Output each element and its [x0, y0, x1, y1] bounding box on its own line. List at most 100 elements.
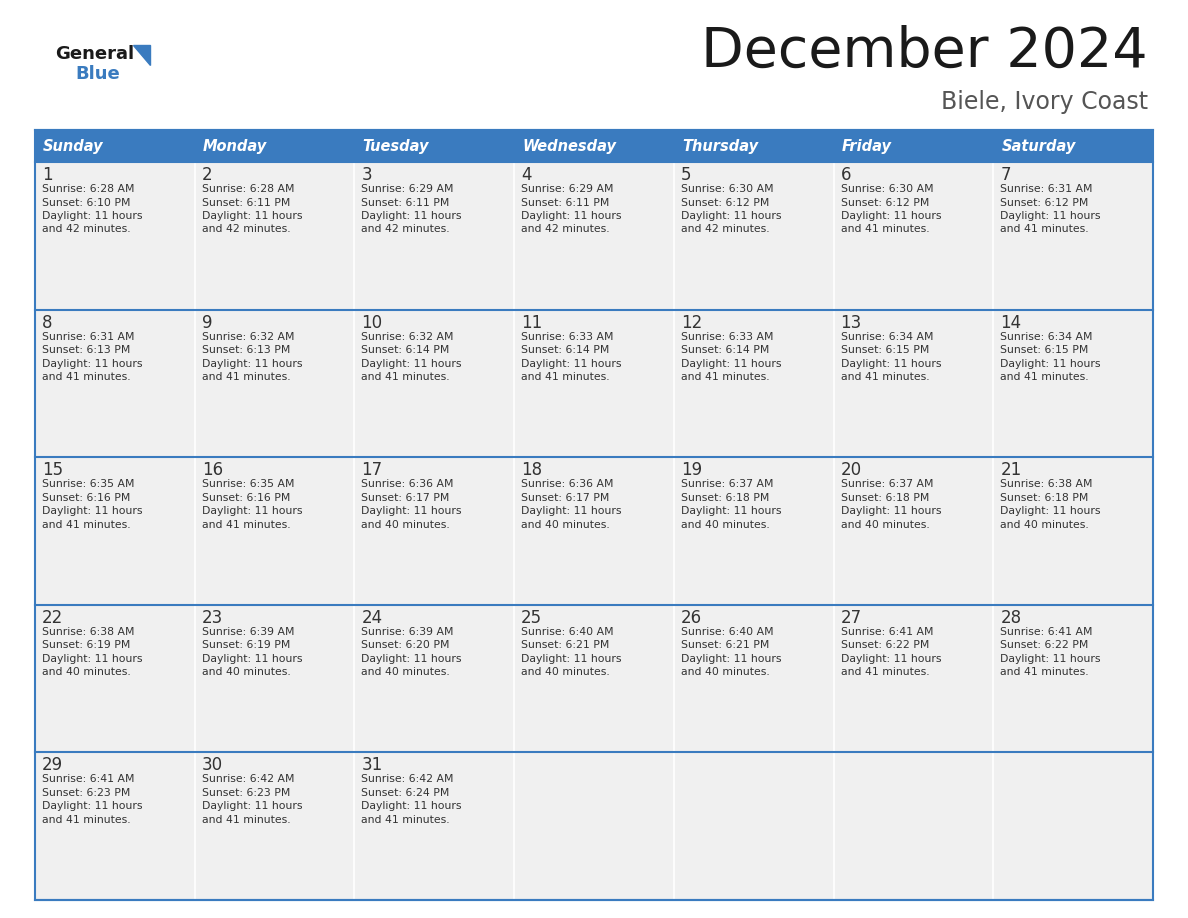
- Text: 8: 8: [42, 314, 52, 331]
- Text: Sunrise: 6:28 AM: Sunrise: 6:28 AM: [42, 184, 134, 194]
- Text: Daylight: 11 hours: Daylight: 11 hours: [522, 506, 621, 516]
- Bar: [354, 605, 514, 753]
- Text: Sunrise: 6:30 AM: Sunrise: 6:30 AM: [841, 184, 934, 194]
- Text: Sunrise: 6:39 AM: Sunrise: 6:39 AM: [202, 627, 295, 637]
- Text: and 41 minutes.: and 41 minutes.: [841, 225, 929, 234]
- Bar: [195, 457, 354, 605]
- Bar: [354, 753, 514, 900]
- Text: Sunset: 6:12 PM: Sunset: 6:12 PM: [1000, 197, 1088, 207]
- Text: and 41 minutes.: and 41 minutes.: [1000, 372, 1089, 382]
- Text: 16: 16: [202, 461, 223, 479]
- Text: Sunrise: 6:30 AM: Sunrise: 6:30 AM: [681, 184, 773, 194]
- Text: Tuesday: Tuesday: [362, 139, 429, 153]
- Text: Sunset: 6:17 PM: Sunset: 6:17 PM: [522, 493, 609, 503]
- Text: and 40 minutes.: and 40 minutes.: [841, 520, 929, 530]
- Text: Daylight: 11 hours: Daylight: 11 hours: [841, 506, 941, 516]
- Bar: [195, 130, 354, 162]
- Bar: [834, 457, 993, 605]
- Text: Sunset: 6:21 PM: Sunset: 6:21 PM: [522, 640, 609, 650]
- Text: Sunset: 6:11 PM: Sunset: 6:11 PM: [361, 197, 450, 207]
- Text: Daylight: 11 hours: Daylight: 11 hours: [681, 359, 782, 369]
- Text: Sunset: 6:23 PM: Sunset: 6:23 PM: [42, 788, 131, 798]
- Bar: [34, 162, 195, 309]
- Text: Sunset: 6:11 PM: Sunset: 6:11 PM: [202, 197, 290, 207]
- Bar: [514, 162, 674, 309]
- Text: and 41 minutes.: and 41 minutes.: [42, 372, 131, 382]
- Text: Sunset: 6:10 PM: Sunset: 6:10 PM: [42, 197, 131, 207]
- Text: Sunset: 6:13 PM: Sunset: 6:13 PM: [42, 345, 131, 355]
- Text: 21: 21: [1000, 461, 1022, 479]
- Text: 20: 20: [841, 461, 861, 479]
- Text: Sunrise: 6:35 AM: Sunrise: 6:35 AM: [42, 479, 134, 489]
- Text: Daylight: 11 hours: Daylight: 11 hours: [681, 506, 782, 516]
- Bar: [674, 309, 834, 457]
- Text: 15: 15: [42, 461, 63, 479]
- Text: 7: 7: [1000, 166, 1011, 184]
- Text: Sunset: 6:16 PM: Sunset: 6:16 PM: [42, 493, 131, 503]
- Text: Sunset: 6:14 PM: Sunset: 6:14 PM: [522, 345, 609, 355]
- Bar: [514, 605, 674, 753]
- Bar: [354, 457, 514, 605]
- Text: Saturday: Saturday: [1001, 139, 1075, 153]
- Text: Thursday: Thursday: [682, 139, 758, 153]
- Text: General: General: [55, 45, 134, 63]
- Text: Sunrise: 6:38 AM: Sunrise: 6:38 AM: [1000, 479, 1093, 489]
- Text: and 41 minutes.: and 41 minutes.: [841, 372, 929, 382]
- Bar: [674, 605, 834, 753]
- Text: Daylight: 11 hours: Daylight: 11 hours: [522, 654, 621, 664]
- Text: 11: 11: [522, 314, 543, 331]
- Text: 18: 18: [522, 461, 542, 479]
- Text: Daylight: 11 hours: Daylight: 11 hours: [841, 359, 941, 369]
- Text: 14: 14: [1000, 314, 1022, 331]
- Bar: [993, 309, 1154, 457]
- Text: Sunset: 6:18 PM: Sunset: 6:18 PM: [841, 493, 929, 503]
- Text: Sunrise: 6:28 AM: Sunrise: 6:28 AM: [202, 184, 295, 194]
- Text: 1: 1: [42, 166, 52, 184]
- Bar: [514, 753, 674, 900]
- Text: and 40 minutes.: and 40 minutes.: [681, 520, 770, 530]
- Text: and 42 minutes.: and 42 minutes.: [681, 225, 770, 234]
- Text: Sunset: 6:15 PM: Sunset: 6:15 PM: [841, 345, 929, 355]
- Text: Sunset: 6:18 PM: Sunset: 6:18 PM: [681, 493, 770, 503]
- Bar: [34, 130, 1154, 900]
- Bar: [834, 605, 993, 753]
- Text: Sunrise: 6:36 AM: Sunrise: 6:36 AM: [361, 479, 454, 489]
- Bar: [34, 457, 195, 605]
- Text: Monday: Monday: [203, 139, 267, 153]
- Bar: [993, 457, 1154, 605]
- Text: 5: 5: [681, 166, 691, 184]
- Text: Sunrise: 6:40 AM: Sunrise: 6:40 AM: [522, 627, 614, 637]
- Text: 19: 19: [681, 461, 702, 479]
- Bar: [195, 162, 354, 309]
- Text: Sunrise: 6:41 AM: Sunrise: 6:41 AM: [42, 775, 134, 784]
- Text: 26: 26: [681, 609, 702, 627]
- Text: Sunrise: 6:34 AM: Sunrise: 6:34 AM: [1000, 331, 1093, 341]
- Text: Daylight: 11 hours: Daylight: 11 hours: [841, 654, 941, 664]
- Text: and 42 minutes.: and 42 minutes.: [522, 225, 609, 234]
- Text: Daylight: 11 hours: Daylight: 11 hours: [1000, 211, 1101, 221]
- Text: Sunrise: 6:37 AM: Sunrise: 6:37 AM: [841, 479, 933, 489]
- Text: Blue: Blue: [75, 65, 120, 83]
- Bar: [993, 162, 1154, 309]
- Text: Sunrise: 6:42 AM: Sunrise: 6:42 AM: [202, 775, 295, 784]
- Text: and 41 minutes.: and 41 minutes.: [42, 520, 131, 530]
- Text: and 40 minutes.: and 40 minutes.: [202, 667, 290, 677]
- Text: Daylight: 11 hours: Daylight: 11 hours: [361, 654, 462, 664]
- Text: and 40 minutes.: and 40 minutes.: [522, 667, 609, 677]
- Text: Sunrise: 6:29 AM: Sunrise: 6:29 AM: [522, 184, 614, 194]
- Text: and 42 minutes.: and 42 minutes.: [361, 225, 450, 234]
- Text: Daylight: 11 hours: Daylight: 11 hours: [1000, 359, 1101, 369]
- Bar: [514, 457, 674, 605]
- Text: and 40 minutes.: and 40 minutes.: [522, 520, 609, 530]
- Text: and 41 minutes.: and 41 minutes.: [1000, 667, 1089, 677]
- Bar: [834, 309, 993, 457]
- Text: Daylight: 11 hours: Daylight: 11 hours: [522, 359, 621, 369]
- Bar: [834, 753, 993, 900]
- Text: 25: 25: [522, 609, 542, 627]
- Text: Daylight: 11 hours: Daylight: 11 hours: [42, 654, 143, 664]
- Text: and 42 minutes.: and 42 minutes.: [202, 225, 290, 234]
- Bar: [993, 130, 1154, 162]
- Text: Sunrise: 6:38 AM: Sunrise: 6:38 AM: [42, 627, 134, 637]
- Text: Sunrise: 6:32 AM: Sunrise: 6:32 AM: [202, 331, 295, 341]
- Text: and 41 minutes.: and 41 minutes.: [202, 372, 290, 382]
